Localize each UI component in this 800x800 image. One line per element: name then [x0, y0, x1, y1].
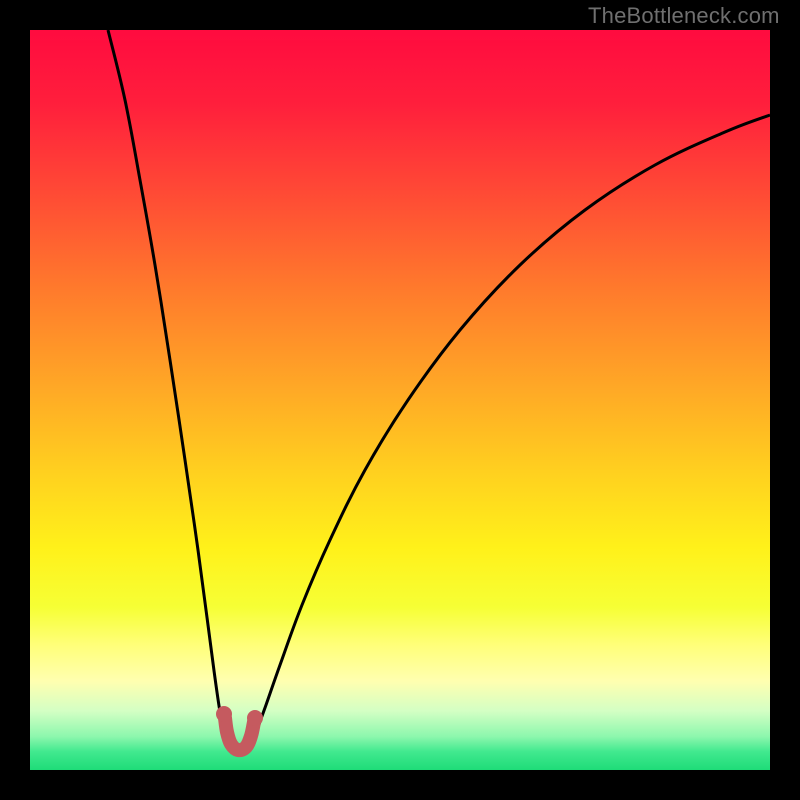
- plot-svg: [0, 0, 800, 800]
- watermark-text: TheBottleneck.com: [588, 3, 780, 29]
- plot-background: [30, 30, 770, 770]
